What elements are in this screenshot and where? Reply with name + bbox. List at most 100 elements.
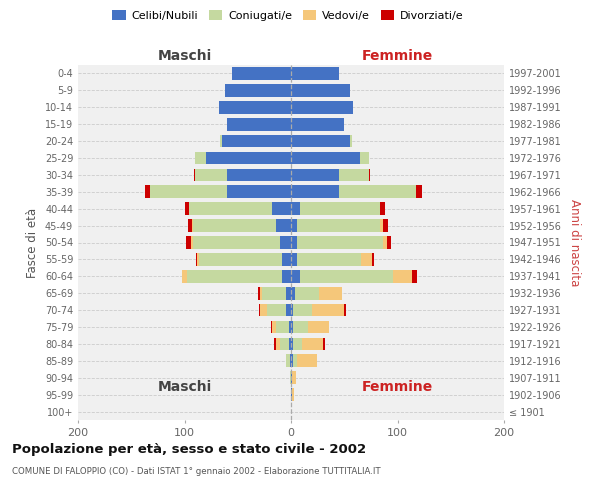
Bar: [291, 101, 353, 114]
Bar: [291, 202, 385, 215]
Bar: [291, 372, 292, 384]
Bar: [271, 320, 291, 334]
Y-axis label: Fasce di età: Fasce di età: [26, 208, 39, 278]
Bar: [291, 84, 350, 96]
Text: Femmine: Femmine: [362, 48, 433, 62]
Bar: [280, 236, 291, 249]
Bar: [227, 118, 291, 130]
Bar: [259, 304, 291, 316]
Bar: [218, 101, 291, 114]
Bar: [187, 270, 291, 282]
Bar: [291, 152, 360, 164]
Bar: [185, 236, 291, 249]
Bar: [291, 67, 339, 80]
Bar: [232, 67, 291, 80]
Bar: [291, 304, 346, 316]
Bar: [274, 338, 291, 350]
Bar: [193, 220, 291, 232]
Legend: Celibi/Nubili, Coniugati/e, Vedovi/e, Divorziati/e: Celibi/Nubili, Coniugati/e, Vedovi/e, Di…: [108, 6, 468, 25]
Bar: [218, 101, 291, 114]
Bar: [291, 320, 308, 334]
Bar: [227, 118, 291, 130]
Bar: [286, 287, 291, 300]
Bar: [291, 118, 344, 130]
Bar: [206, 152, 291, 164]
Bar: [151, 186, 291, 198]
Bar: [185, 202, 291, 215]
Bar: [291, 354, 293, 367]
Bar: [291, 270, 416, 282]
Bar: [291, 388, 292, 401]
Bar: [291, 67, 339, 80]
Bar: [290, 372, 291, 384]
Bar: [291, 186, 416, 198]
Bar: [227, 186, 291, 198]
Text: COMUNE DI FALOPPIO (CO) - Dati ISTAT 1° gennaio 2002 - Elaborazione TUTTITALIA.I: COMUNE DI FALOPPIO (CO) - Dati ISTAT 1° …: [12, 468, 380, 476]
Bar: [291, 67, 339, 80]
Bar: [291, 388, 294, 401]
Bar: [291, 186, 416, 198]
Bar: [218, 101, 291, 114]
Bar: [291, 118, 344, 130]
Bar: [266, 304, 291, 316]
Bar: [291, 354, 317, 367]
Bar: [291, 372, 296, 384]
Bar: [291, 202, 380, 215]
Bar: [260, 287, 291, 300]
Bar: [291, 372, 292, 384]
Bar: [290, 372, 291, 384]
Bar: [291, 320, 329, 334]
Bar: [291, 118, 344, 130]
Bar: [291, 236, 391, 249]
Bar: [232, 67, 291, 80]
Bar: [291, 220, 298, 232]
Bar: [195, 152, 291, 164]
Bar: [195, 152, 291, 164]
Text: Popolazione per età, sesso e stato civile - 2002: Popolazione per età, sesso e stato civil…: [12, 442, 366, 456]
Bar: [194, 168, 291, 181]
Bar: [225, 84, 291, 96]
Bar: [291, 134, 352, 147]
Bar: [232, 67, 291, 80]
Bar: [227, 118, 291, 130]
Bar: [291, 338, 323, 350]
Bar: [291, 168, 369, 181]
Text: Maschi: Maschi: [157, 380, 212, 394]
Bar: [291, 84, 350, 96]
Bar: [291, 287, 319, 300]
Bar: [291, 304, 344, 316]
Bar: [193, 236, 291, 249]
Bar: [227, 168, 291, 181]
Bar: [291, 84, 350, 96]
Bar: [196, 253, 291, 266]
Bar: [291, 338, 325, 350]
Bar: [283, 270, 291, 282]
Y-axis label: Anni di nascita: Anni di nascita: [568, 199, 581, 286]
Bar: [225, 84, 291, 96]
Bar: [291, 287, 342, 300]
Bar: [289, 338, 291, 350]
Bar: [291, 186, 339, 198]
Bar: [291, 372, 296, 384]
Bar: [276, 220, 291, 232]
Bar: [291, 101, 353, 114]
Bar: [291, 304, 313, 316]
Bar: [291, 101, 353, 114]
Bar: [291, 354, 298, 367]
Bar: [220, 134, 291, 147]
Bar: [218, 101, 291, 114]
Bar: [276, 338, 291, 350]
Bar: [189, 202, 291, 215]
Bar: [222, 134, 291, 147]
Bar: [182, 270, 291, 282]
Bar: [291, 152, 369, 164]
Text: Maschi: Maschi: [157, 48, 212, 62]
Bar: [286, 354, 291, 367]
Bar: [291, 388, 292, 401]
Bar: [291, 134, 352, 147]
Bar: [272, 320, 291, 334]
Bar: [225, 84, 291, 96]
Bar: [291, 236, 383, 249]
Bar: [195, 168, 291, 181]
Bar: [280, 338, 291, 350]
